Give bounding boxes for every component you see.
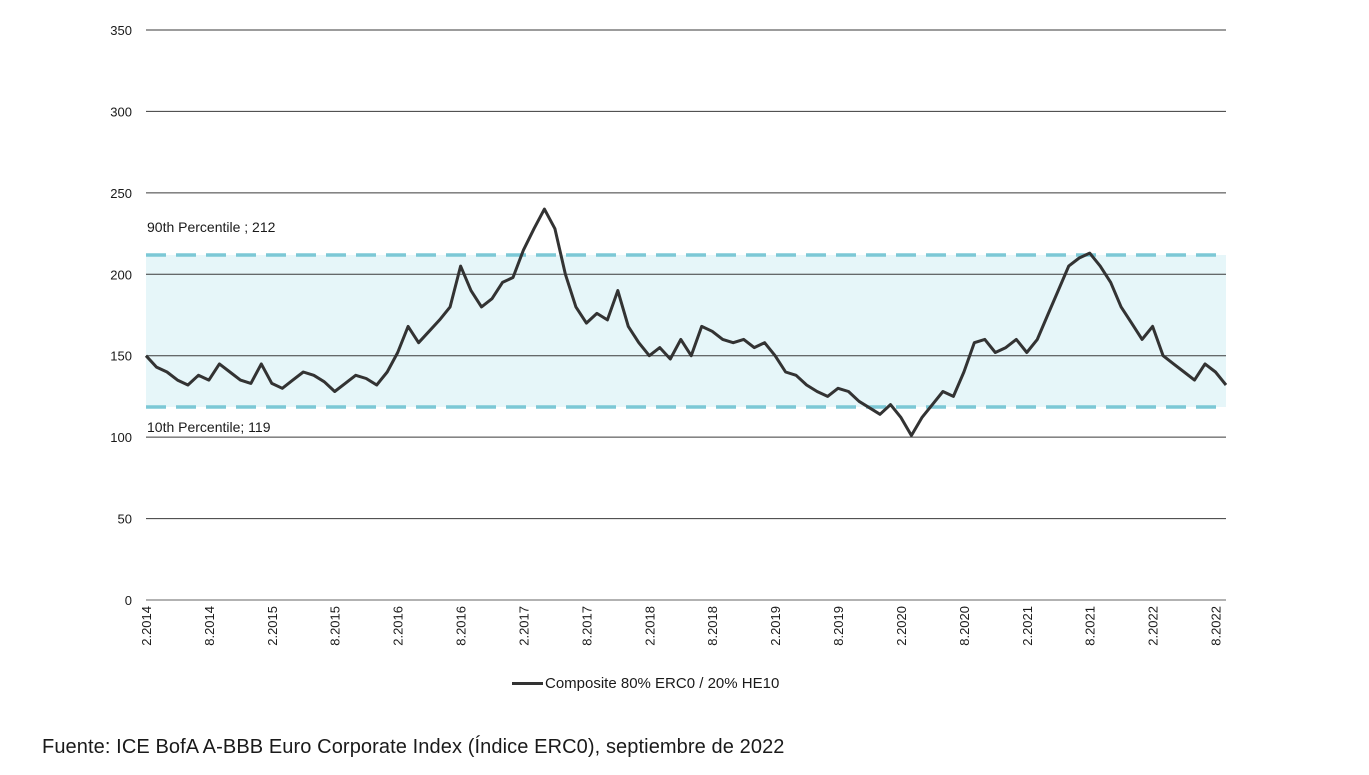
x-tick-label: 8.2018 [705,606,720,646]
y-tick-label: 0 [125,593,132,608]
x-tick-label: 2.2015 [265,606,280,646]
chart: 0 50 100 150 200 250 300 350 2.2014 8.2014 2.2015… [110,23,1228,646]
legend-swatch [512,681,543,685]
x-tick-label: 2.2016 [391,606,406,646]
x-tick-label: 8.2019 [831,606,846,646]
x-tick-label: 2.2017 [516,606,531,646]
x-tick-label: 8.2022 [1209,606,1224,646]
x-tick-label: 2.2014 [139,606,154,646]
x-tick-label: 8.2020 [957,606,972,646]
legend: Composite 80% ERC0 / 20% HE10 [512,673,779,693]
x-tick-label: 2.2018 [642,606,657,646]
grid [146,29,1226,601]
y-axis: 0 50 100 150 200 250 300 350 [110,23,132,608]
x-tick-label: 8.2017 [579,606,594,646]
series-line [144,207,1228,437]
x-axis: 2.2014 8.2014 2.2015 8.2015 2.2016 8.2016 2.20… [139,606,1224,646]
y-tick-label: 300 [110,104,132,119]
y-tick-label: 150 [110,349,132,364]
y-tick-label: 200 [110,267,132,282]
y-tick-label: 250 [110,186,132,201]
x-tick-label: 2.2020 [894,606,909,646]
x-tick-label: 8.2016 [454,606,469,646]
y-tick-label: 50 [118,512,132,527]
x-tick-label: 8.2014 [202,606,217,646]
x-tick-label: 2.2019 [768,606,783,646]
x-tick-label: 2.2021 [1020,606,1035,646]
x-tick-label: 2.2022 [1146,606,1161,646]
y-tick-label: 350 [110,23,132,38]
p90-annotation: 90th Percentile ; 212 [147,219,276,235]
legend-label: Composite 80% ERC0 / 20% HE10 [545,674,780,692]
p10-annotation: 10th Percentile; 119 [147,419,271,435]
x-tick-label: 8.2015 [328,606,343,646]
source-note: Fuente: ICE BofA A-BBB Euro Corporate In… [42,736,785,758]
x-tick-label: 8.2021 [1083,606,1098,646]
y-tick-label: 100 [110,430,132,445]
